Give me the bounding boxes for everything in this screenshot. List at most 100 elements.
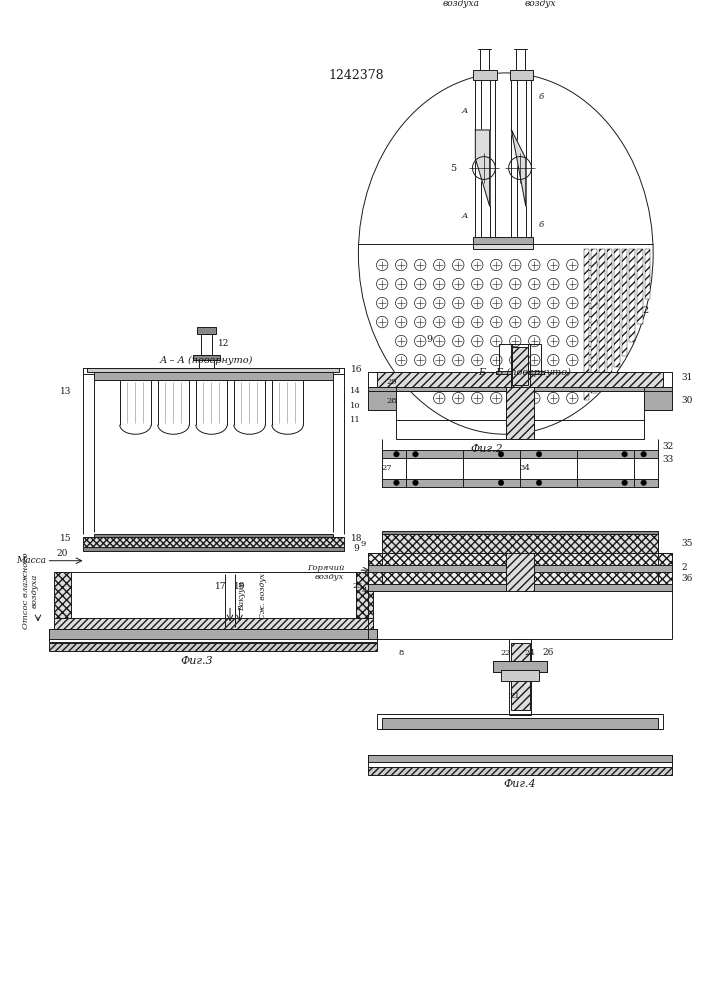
Circle shape xyxy=(536,451,542,457)
Bar xyxy=(201,334,212,355)
Bar xyxy=(645,249,650,299)
Bar xyxy=(83,547,344,551)
Bar xyxy=(382,450,658,458)
Bar xyxy=(378,714,662,729)
Bar xyxy=(629,249,635,342)
Text: 12: 12 xyxy=(218,339,229,348)
Text: 14: 14 xyxy=(350,387,361,395)
Bar xyxy=(527,344,541,372)
Circle shape xyxy=(498,451,504,457)
Circle shape xyxy=(394,480,399,486)
Text: 18: 18 xyxy=(351,534,362,543)
Bar xyxy=(493,661,547,672)
Bar xyxy=(368,565,672,572)
Text: 36: 36 xyxy=(682,574,693,583)
Text: 11: 11 xyxy=(350,416,361,424)
Text: б: б xyxy=(539,221,544,229)
Text: Б – Б (повернуто): Б – Б (повернуто) xyxy=(479,368,571,377)
Bar xyxy=(584,249,590,400)
Circle shape xyxy=(413,451,419,457)
Bar xyxy=(621,249,628,356)
Ellipse shape xyxy=(358,73,653,434)
Text: 9: 9 xyxy=(354,544,359,553)
Text: 25: 25 xyxy=(353,582,363,590)
Text: 19: 19 xyxy=(234,582,245,591)
Bar xyxy=(474,244,533,249)
Text: 35: 35 xyxy=(682,539,693,548)
Text: 15: 15 xyxy=(59,534,71,543)
Text: Фиг.4: Фиг.4 xyxy=(503,779,537,789)
Text: 13: 13 xyxy=(60,387,71,396)
Bar xyxy=(508,639,532,715)
Polygon shape xyxy=(511,130,526,206)
Text: 24: 24 xyxy=(524,649,535,657)
Bar xyxy=(368,391,397,410)
Bar xyxy=(83,537,344,547)
Text: 17: 17 xyxy=(215,582,226,591)
Text: 20: 20 xyxy=(56,549,67,558)
Bar xyxy=(49,643,378,651)
Text: 26: 26 xyxy=(543,648,554,657)
Circle shape xyxy=(413,480,419,486)
Text: Фиг.2: Фиг.2 xyxy=(470,444,503,454)
Text: 1242378: 1242378 xyxy=(329,69,385,82)
Text: 21: 21 xyxy=(510,692,520,700)
Bar xyxy=(474,237,533,244)
Bar xyxy=(368,755,672,767)
Bar xyxy=(516,49,525,70)
Text: Масса: Масса xyxy=(16,556,47,565)
Text: Вакуум: Вакуум xyxy=(238,581,247,611)
Bar xyxy=(54,572,71,618)
Circle shape xyxy=(641,451,646,457)
Bar xyxy=(49,629,378,639)
Text: 32: 32 xyxy=(662,442,674,451)
Text: 30: 30 xyxy=(682,396,693,405)
Bar xyxy=(368,553,672,591)
Text: 5: 5 xyxy=(450,164,456,173)
Bar xyxy=(478,42,491,49)
Bar xyxy=(368,553,672,591)
Text: Сж. воздух: Сж. воздух xyxy=(259,573,267,619)
Bar xyxy=(496,371,515,374)
Bar xyxy=(499,344,513,372)
Bar xyxy=(368,584,672,591)
Text: 4: 4 xyxy=(362,587,368,596)
Bar xyxy=(501,670,539,681)
Bar xyxy=(513,347,527,385)
Text: 22: 22 xyxy=(501,649,511,657)
Bar xyxy=(643,391,672,410)
Bar xyxy=(591,249,597,393)
Bar xyxy=(199,360,214,368)
Text: А: А xyxy=(462,107,468,115)
Bar xyxy=(368,387,672,391)
Bar xyxy=(378,372,662,387)
Bar xyxy=(94,534,333,537)
Circle shape xyxy=(621,480,628,486)
Text: воздух: воздух xyxy=(525,0,556,8)
Bar xyxy=(49,629,378,642)
Bar xyxy=(197,327,216,334)
Text: А – А (повернуто): А – А (повернуто) xyxy=(160,356,253,365)
Polygon shape xyxy=(475,130,490,206)
Bar xyxy=(94,372,333,380)
Text: 27: 27 xyxy=(382,464,392,472)
Bar xyxy=(493,661,547,672)
Bar xyxy=(614,249,620,367)
Text: 16: 16 xyxy=(351,365,362,374)
Bar xyxy=(510,344,530,387)
Bar xyxy=(474,70,497,80)
Text: 34: 34 xyxy=(520,464,530,472)
Text: 31: 31 xyxy=(682,373,693,382)
Bar xyxy=(382,718,658,729)
Bar xyxy=(506,553,534,591)
Bar xyxy=(382,531,658,534)
Bar xyxy=(193,355,220,360)
Text: 8: 8 xyxy=(399,649,404,657)
Circle shape xyxy=(394,451,399,457)
Text: Горячий
воздух: Горячий воздух xyxy=(307,564,344,581)
Bar xyxy=(607,249,612,377)
Bar xyxy=(88,368,339,372)
Text: 29: 29 xyxy=(386,378,397,386)
Bar xyxy=(368,767,672,775)
Bar xyxy=(599,249,604,386)
